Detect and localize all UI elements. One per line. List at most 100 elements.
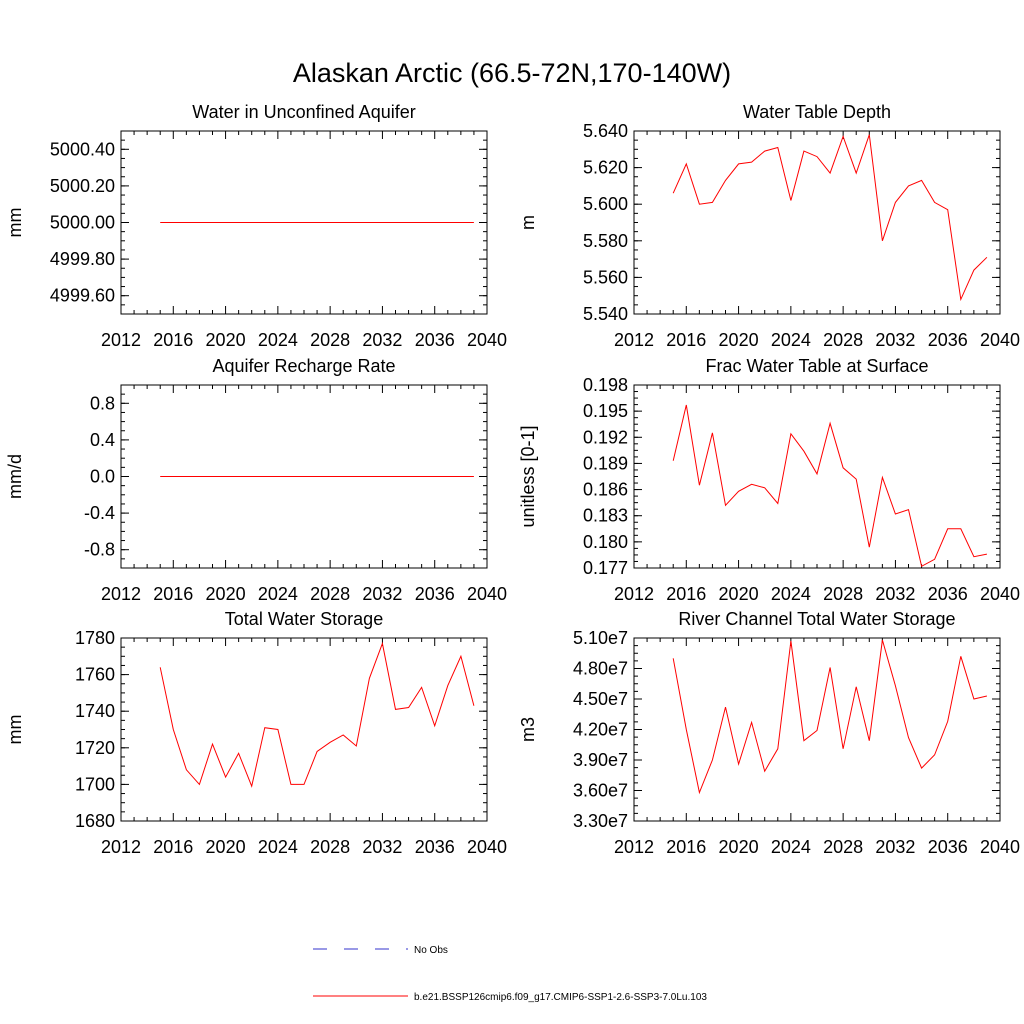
x-tick-label: 2040 — [980, 584, 1020, 604]
y-tick-label: 4999.60 — [50, 286, 115, 306]
x-tick-label: 2012 — [101, 837, 141, 857]
x-tick-label: 2040 — [980, 837, 1020, 857]
y-tick-label: -0.8 — [84, 540, 115, 560]
legend-label-model: b.e21.BSSP126cmip6.f09_g17.CMIP6-SSP1-2.… — [414, 992, 707, 1003]
x-tick-label: 2028 — [310, 837, 350, 857]
y-tick-label: 5000.40 — [50, 139, 115, 159]
x-tick-label: 2020 — [206, 330, 246, 350]
y-tick-label: 0.189 — [583, 453, 628, 473]
x-tick-label: 2040 — [980, 330, 1020, 350]
x-tick-label: 2036 — [415, 330, 455, 350]
y-tick-label: 1700 — [75, 774, 115, 794]
y-axis-label: mm — [5, 208, 25, 238]
x-tick-label: 2020 — [206, 837, 246, 857]
y-tick-label: 5.600 — [583, 194, 628, 214]
panel-5: Total Water Storage mm 2012 2016 2020 2024 202… — [5, 609, 507, 857]
y-tick-label: 5.580 — [583, 231, 628, 251]
x-tick-label: 2020 — [206, 584, 246, 604]
x-tick-label: 2016 — [666, 837, 706, 857]
panel-title: Water in Unconfined Aquifer — [192, 102, 415, 122]
y-tick-label: 0.195 — [583, 401, 628, 421]
x-tick-label: 2024 — [771, 330, 811, 350]
y-tick-label: 0.192 — [583, 427, 628, 447]
y-tick-label: 5000.00 — [50, 213, 115, 233]
x-tick-label: 2012 — [614, 584, 654, 604]
x-tick-label: 2032 — [362, 330, 402, 350]
panel-title: Water Table Depth — [743, 102, 891, 122]
x-tick-label: 2028 — [310, 330, 350, 350]
y-axis-label: mm/d — [5, 454, 25, 499]
x-tick-label: 2012 — [101, 584, 141, 604]
y-tick-label: 4999.80 — [50, 249, 115, 269]
x-tick-label: 2040 — [467, 837, 507, 857]
x-tick-label: 2024 — [258, 330, 298, 350]
x-tick-label: 2032 — [362, 837, 402, 857]
series-line-1 — [672, 639, 988, 795]
y-tick-label: 5.540 — [583, 304, 628, 324]
x-tick-label: 2040 — [467, 330, 507, 350]
x-tick-label: 2028 — [823, 584, 863, 604]
panel-2: Water Table Depth m 2012 2016 2020 2024 2028 20… — [518, 102, 1020, 350]
y-tick-label: 1680 — [75, 811, 115, 831]
y-tick-label: 1720 — [75, 738, 115, 758]
x-tick-label: 2032 — [875, 584, 915, 604]
legend-label-no-obs: No Obs — [414, 945, 448, 956]
legend: No Obs b.e21.BSSP126cmip6.f09_g17.CMIP6-… — [313, 945, 707, 1003]
x-tick-label: 2024 — [771, 584, 811, 604]
panel-title: Total Water Storage — [225, 609, 383, 629]
x-tick-label: 2016 — [153, 330, 193, 350]
y-tick-label: 0.186 — [583, 480, 628, 500]
y-axis-label: m — [518, 215, 538, 230]
panel-1: Water in Unconfined Aquifer mm 2012 2016 202… — [5, 102, 507, 350]
series-line-1 — [672, 404, 987, 568]
y-axis-label: m3 — [518, 717, 538, 742]
x-tick-label: 2028 — [310, 584, 350, 604]
y-axis-label: mm — [5, 715, 25, 745]
x-tick-label: 2024 — [258, 584, 298, 604]
x-tick-label: 2028 — [823, 330, 863, 350]
y-tick-label: 5.640 — [583, 121, 628, 141]
series-line-1 — [672, 134, 988, 302]
x-tick-label: 2036 — [928, 330, 968, 350]
x-tick-label: 2032 — [875, 330, 915, 350]
x-tick-label: 2036 — [415, 837, 455, 857]
y-tick-label: 0.8 — [90, 393, 115, 413]
x-tick-label: 2012 — [614, 330, 654, 350]
plot-frame — [633, 384, 1001, 569]
y-axis-label: unitless [0-1] — [518, 425, 538, 527]
x-tick-label: 2036 — [928, 837, 968, 857]
x-tick-label: 2020 — [719, 584, 759, 604]
y-tick-label: 0.198 — [583, 375, 628, 395]
figure-title: Alaskan Arctic (66.5-72N,170-140W) — [293, 58, 731, 88]
y-tick-label: 5.620 — [583, 158, 628, 178]
y-tick-label: 5.560 — [583, 267, 628, 287]
y-tick-label: 1740 — [75, 701, 115, 721]
x-tick-label: 2016 — [666, 330, 706, 350]
y-tick-label: 4.50e7 — [573, 689, 628, 709]
y-tick-label: 5000.20 — [50, 176, 115, 196]
x-tick-label: 2012 — [101, 330, 141, 350]
panel-6: River Channel Total Water Storage m3 2012 2… — [518, 609, 1020, 857]
panel-3: Aquifer Recharge Rate mm/d 2012 2016 2020 202… — [5, 356, 507, 604]
x-tick-label: 2040 — [467, 584, 507, 604]
series-line-1 — [159, 641, 475, 788]
y-tick-label: 5.10e7 — [573, 628, 628, 648]
panel-title: River Channel Total Water Storage — [678, 609, 955, 629]
x-tick-label: 2028 — [823, 837, 863, 857]
y-tick-label: 3.30e7 — [573, 811, 628, 831]
y-tick-label: 0.180 — [583, 532, 628, 552]
y-tick-label: 0.0 — [90, 467, 115, 487]
y-tick-label: 0.177 — [583, 558, 628, 578]
y-tick-label: 4.80e7 — [573, 659, 628, 679]
x-tick-label: 2032 — [362, 584, 402, 604]
x-tick-label: 2012 — [614, 837, 654, 857]
x-tick-label: 2024 — [771, 837, 811, 857]
y-tick-label: -0.4 — [84, 503, 115, 523]
plot-frame — [633, 130, 1001, 315]
plot-frame — [120, 637, 488, 822]
x-tick-label: 2020 — [719, 837, 759, 857]
y-tick-label: 1780 — [75, 628, 115, 648]
panel-title: Frac Water Table at Surface — [705, 356, 928, 376]
x-tick-label: 2016 — [666, 584, 706, 604]
